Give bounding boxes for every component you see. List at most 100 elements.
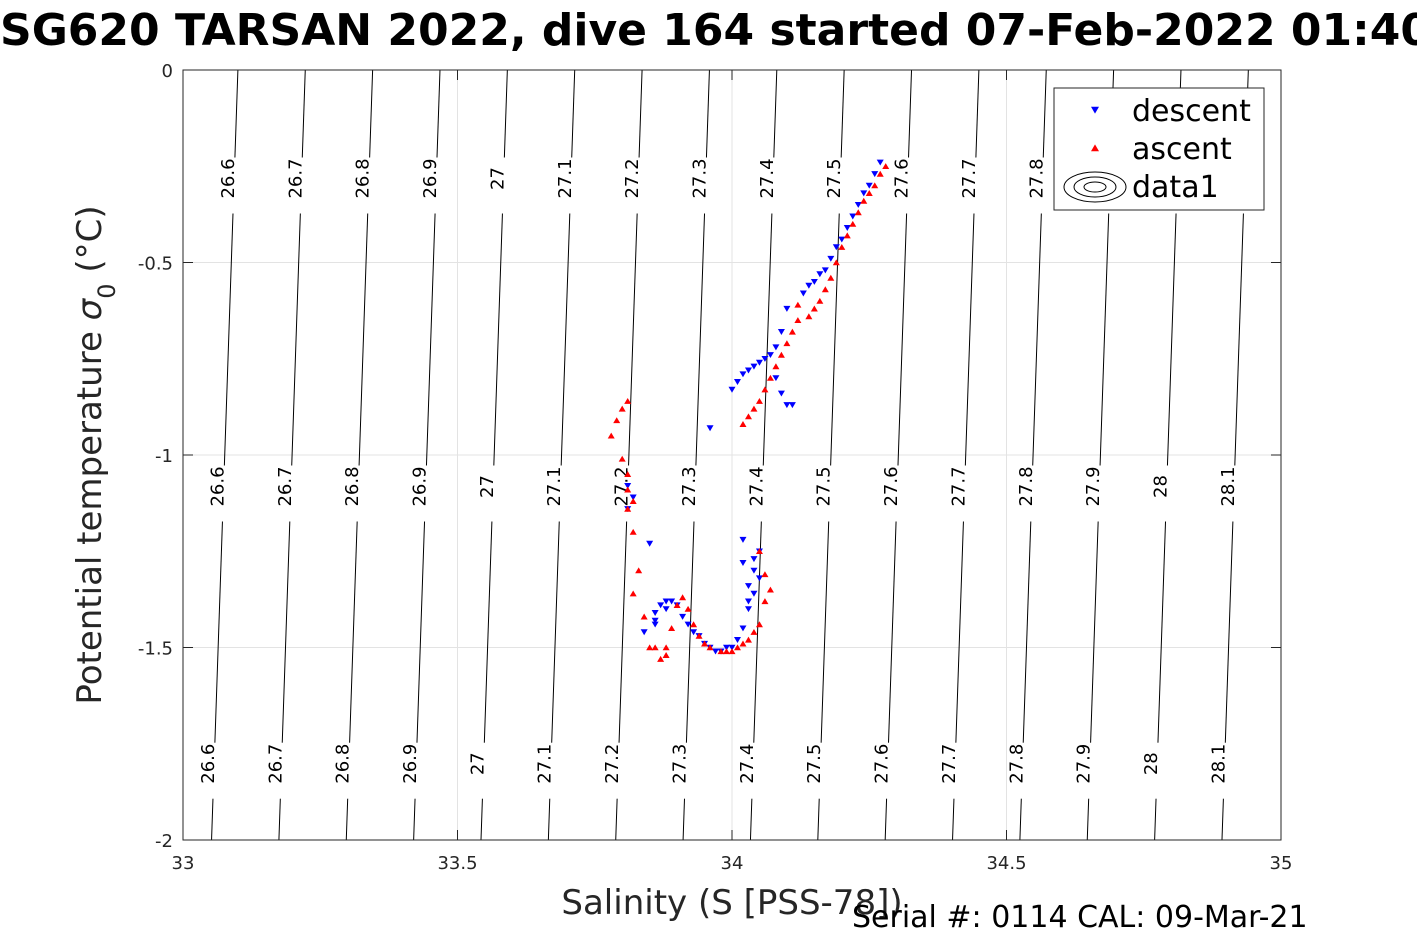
data-point-descent	[827, 255, 835, 262]
data-point-ascent	[849, 220, 857, 227]
data-point-descent	[750, 363, 758, 370]
contour-label: 27.7	[939, 744, 960, 784]
data-point-ascent	[662, 644, 670, 651]
data-point-ascent	[706, 644, 714, 651]
legend: descent ascent data1	[1053, 87, 1265, 211]
contour-label: 26.6	[198, 744, 219, 784]
data-point-ascent	[624, 397, 632, 404]
data-point-ascent	[876, 170, 884, 177]
data-point-ascent	[750, 628, 758, 635]
data-point-descent	[777, 390, 785, 397]
series-descent	[624, 159, 884, 655]
data-point-ascent	[684, 605, 692, 612]
x-tick-label: 33.5	[437, 853, 477, 874]
data-point-ascent	[629, 590, 637, 597]
data-point-descent	[805, 282, 813, 289]
data-point-descent	[772, 375, 780, 382]
data-point-ascent	[777, 351, 785, 358]
data-point-ascent	[766, 374, 774, 381]
x-axis-label: Salinity (S [PSS-78])	[561, 883, 902, 923]
data-point-descent	[744, 598, 752, 605]
data-point-descent	[838, 236, 846, 243]
data-point-descent	[733, 637, 741, 643]
y-tick-label: -2	[155, 831, 173, 852]
contour-label: 28.1	[1218, 466, 1239, 506]
data-point-ascent	[794, 317, 802, 324]
data-point-descent	[662, 606, 670, 613]
contour-label: 27.2	[602, 744, 623, 784]
data-point-descent	[821, 267, 829, 274]
legend-label-ascent: ascent	[1132, 132, 1232, 167]
contour-label: 27.6	[892, 158, 913, 198]
data-point-descent	[788, 402, 796, 409]
y-axis-label: Potential temperature σ0 (°C)	[70, 205, 121, 704]
data-point-descent	[668, 598, 676, 605]
data-point-descent	[651, 617, 659, 624]
y-tick-label: -0.5	[138, 254, 173, 275]
data-point-ascent	[723, 648, 731, 655]
data-point-descent	[744, 583, 752, 590]
data-point-descent	[744, 367, 752, 374]
contour-label: 27.5	[814, 466, 835, 506]
data-point-ascent	[766, 586, 774, 593]
data-point-descent	[772, 344, 780, 351]
data-point-descent	[783, 305, 791, 312]
contour-label: 27.6	[881, 466, 902, 506]
data-point-ascent	[651, 644, 659, 651]
contour-label: 27.2	[622, 158, 643, 198]
x-tick-label: 34	[721, 853, 744, 874]
data-point-ascent	[783, 340, 791, 347]
y-tick-label: 0	[162, 61, 173, 82]
contour-label: 27.2	[612, 466, 633, 506]
x-tick-label: 34.5	[986, 853, 1026, 874]
data-point-descent	[865, 182, 873, 189]
contour-label: 27	[487, 167, 508, 190]
data-point-descent	[679, 613, 687, 620]
data-point-ascent	[816, 297, 824, 304]
data-point-descent	[860, 190, 868, 197]
contour-label: 28	[1141, 752, 1162, 775]
contour-label: 27.4	[746, 466, 767, 506]
contour-label: 27.3	[669, 744, 690, 784]
data-point-ascent	[810, 305, 818, 312]
contour-label: 26.7	[275, 466, 296, 506]
data-point-descent	[755, 359, 763, 366]
contour-label: 27.1	[544, 466, 565, 506]
data-point-ascent	[761, 571, 769, 578]
data-point-ascent	[690, 621, 698, 628]
data-point-descent	[816, 271, 824, 278]
data-point-ascent	[662, 652, 670, 658]
x-tick-label: 33	[172, 853, 195, 874]
data-point-descent	[728, 386, 736, 393]
data-point-descent	[766, 352, 774, 359]
data-point-ascent	[838, 243, 846, 250]
contour-label: 27	[467, 752, 488, 775]
data-point-descent	[739, 536, 747, 543]
data-point-ascent	[668, 625, 676, 632]
contour-label: 27.7	[948, 466, 969, 506]
contour-label: 27.8	[1016, 466, 1037, 506]
contour-label: 26.9	[400, 744, 421, 784]
contour-label: 26.8	[353, 158, 374, 198]
contour-label: 26.7	[265, 744, 286, 784]
data-point-ascent	[755, 548, 763, 555]
data-point-descent	[651, 621, 659, 628]
legend-marker-contour	[1063, 171, 1127, 203]
data-point-ascent	[733, 644, 741, 651]
data-point-ascent	[744, 413, 752, 420]
contour-label: 27.9	[1083, 466, 1104, 506]
data-point-descent	[706, 425, 714, 432]
data-point-ascent	[739, 421, 747, 427]
contour-label: 28.1	[1208, 744, 1229, 784]
data-point-ascent	[772, 363, 780, 370]
contour-label: 26.9	[420, 158, 441, 198]
data-point-ascent	[728, 648, 736, 655]
contour-label: 27.1	[555, 158, 576, 198]
data-point-ascent	[750, 405, 758, 412]
data-point-ascent	[607, 432, 615, 439]
legend-marker-descent	[1091, 106, 1099, 114]
contour-label: 27.7	[959, 158, 980, 198]
y-tick-label: -1	[155, 446, 173, 467]
data-point-descent	[799, 290, 807, 297]
data-point-ascent	[744, 636, 752, 643]
